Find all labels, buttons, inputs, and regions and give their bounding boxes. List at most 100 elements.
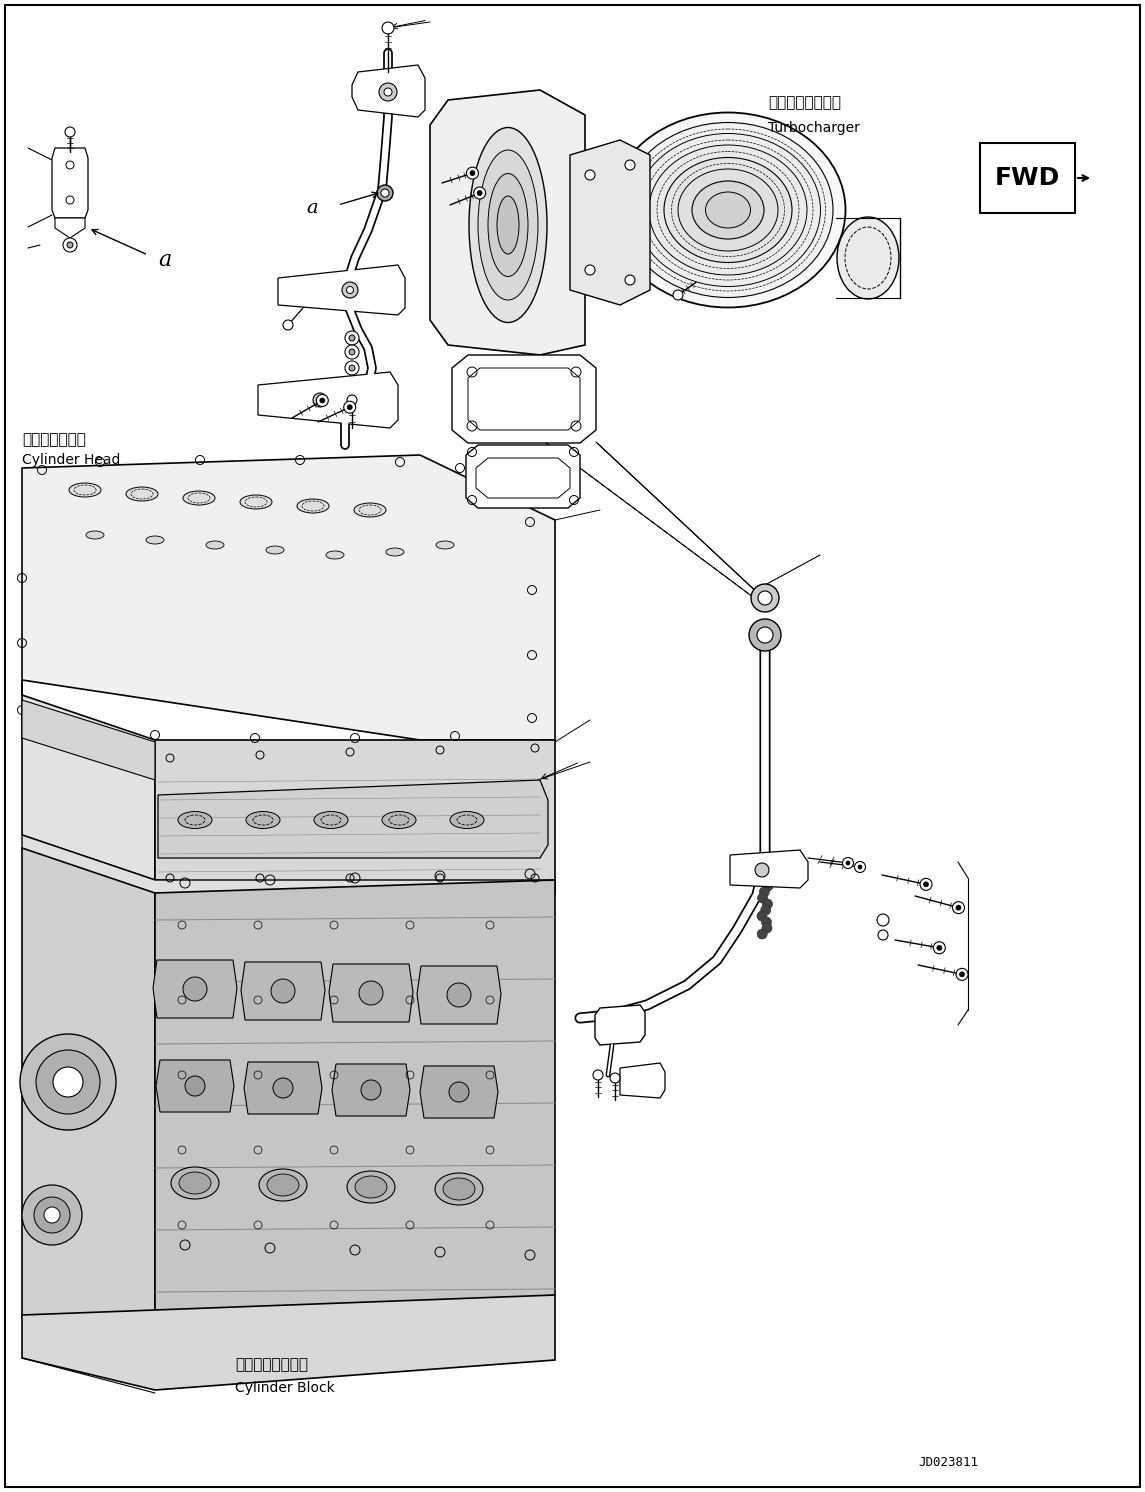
- Ellipse shape: [183, 491, 215, 504]
- Circle shape: [185, 1076, 205, 1097]
- Circle shape: [382, 22, 394, 34]
- Circle shape: [349, 349, 355, 355]
- Ellipse shape: [267, 1174, 299, 1197]
- Polygon shape: [156, 1059, 234, 1112]
- Circle shape: [585, 170, 595, 181]
- Circle shape: [763, 862, 773, 873]
- Circle shape: [593, 1070, 603, 1080]
- Text: シリンダヘッド: シリンダヘッド: [22, 433, 86, 448]
- Circle shape: [273, 1079, 293, 1098]
- Ellipse shape: [307, 809, 355, 833]
- Polygon shape: [258, 372, 398, 428]
- Ellipse shape: [436, 542, 455, 549]
- Ellipse shape: [297, 498, 329, 513]
- Circle shape: [349, 336, 355, 342]
- Ellipse shape: [477, 151, 538, 300]
- Polygon shape: [420, 1065, 498, 1118]
- Text: シリンダブロック: シリンダブロック: [235, 1358, 308, 1373]
- Text: Cylinder Block: Cylinder Block: [235, 1382, 334, 1395]
- Ellipse shape: [246, 812, 281, 828]
- Circle shape: [63, 239, 77, 252]
- Circle shape: [271, 979, 295, 1003]
- Ellipse shape: [314, 812, 348, 828]
- Circle shape: [858, 865, 862, 868]
- Text: JD023811: JD023811: [918, 1456, 978, 1468]
- Polygon shape: [22, 680, 155, 880]
- Ellipse shape: [266, 546, 284, 554]
- Circle shape: [751, 583, 779, 612]
- Circle shape: [449, 1082, 469, 1103]
- Circle shape: [317, 397, 323, 403]
- Text: a: a: [158, 249, 172, 272]
- Ellipse shape: [635, 133, 821, 286]
- Circle shape: [477, 191, 482, 195]
- Circle shape: [347, 395, 357, 404]
- Circle shape: [361, 1080, 381, 1100]
- Ellipse shape: [435, 1173, 483, 1206]
- Ellipse shape: [488, 173, 528, 276]
- Ellipse shape: [610, 112, 845, 307]
- Circle shape: [673, 289, 684, 300]
- Circle shape: [474, 186, 485, 198]
- Circle shape: [377, 185, 393, 201]
- Text: Cylinder Head: Cylinder Head: [22, 454, 120, 467]
- Circle shape: [384, 88, 392, 95]
- Circle shape: [956, 906, 961, 910]
- Circle shape: [960, 971, 964, 977]
- Text: ターボチャージャ: ターボチャージャ: [768, 95, 840, 110]
- Circle shape: [34, 1197, 70, 1232]
- Polygon shape: [22, 847, 155, 1350]
- Circle shape: [379, 84, 397, 101]
- Circle shape: [283, 319, 293, 330]
- Circle shape: [757, 930, 767, 938]
- Ellipse shape: [347, 1171, 395, 1203]
- Circle shape: [610, 1073, 619, 1083]
- Polygon shape: [244, 1062, 322, 1115]
- Ellipse shape: [678, 169, 777, 251]
- Polygon shape: [329, 964, 413, 1022]
- Polygon shape: [22, 1295, 555, 1391]
- Circle shape: [342, 282, 358, 298]
- Circle shape: [347, 404, 353, 410]
- Circle shape: [345, 331, 360, 345]
- Circle shape: [877, 915, 889, 927]
- Circle shape: [466, 167, 479, 179]
- Ellipse shape: [179, 1173, 211, 1194]
- Circle shape: [854, 861, 866, 873]
- Circle shape: [469, 170, 475, 176]
- Ellipse shape: [86, 531, 104, 539]
- Polygon shape: [619, 1062, 665, 1098]
- Ellipse shape: [692, 181, 764, 239]
- Circle shape: [843, 858, 853, 868]
- Ellipse shape: [126, 486, 158, 501]
- Circle shape: [53, 1067, 82, 1097]
- Ellipse shape: [443, 1179, 475, 1200]
- Ellipse shape: [376, 809, 423, 833]
- Ellipse shape: [705, 192, 750, 228]
- Circle shape: [759, 874, 768, 885]
- Circle shape: [760, 906, 771, 915]
- Polygon shape: [466, 445, 581, 507]
- Ellipse shape: [382, 812, 416, 828]
- Circle shape: [953, 901, 964, 913]
- Circle shape: [447, 983, 471, 1007]
- Polygon shape: [22, 455, 555, 740]
- Ellipse shape: [386, 548, 404, 557]
- Circle shape: [846, 861, 850, 865]
- Circle shape: [758, 868, 768, 879]
- Polygon shape: [158, 780, 548, 858]
- Ellipse shape: [259, 1170, 307, 1201]
- Circle shape: [761, 918, 772, 927]
- Circle shape: [313, 392, 327, 407]
- Polygon shape: [153, 959, 237, 1018]
- Circle shape: [759, 888, 769, 897]
- Circle shape: [625, 160, 635, 170]
- Text: Turbocharger: Turbocharger: [768, 121, 860, 134]
- Ellipse shape: [171, 809, 219, 833]
- Circle shape: [924, 882, 929, 886]
- Ellipse shape: [177, 812, 212, 828]
- Circle shape: [755, 862, 769, 877]
- Circle shape: [763, 880, 773, 891]
- Ellipse shape: [469, 127, 547, 322]
- Circle shape: [316, 394, 329, 406]
